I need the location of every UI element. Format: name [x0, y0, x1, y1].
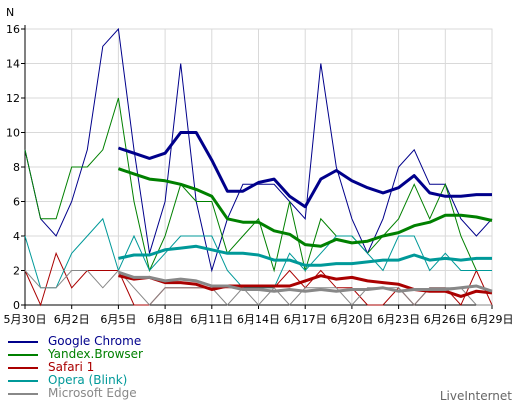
line-chart: 0 2 4 6 8 10 12 14 16 5月30日 6月2日 6月5日 6月8日 6月11日 6月14日… [4, 6, 514, 326]
x-tick-label: 6月14日 [237, 313, 280, 326]
x-tick-label: 6月8日 [147, 313, 183, 326]
y-tick-label: 12 [6, 92, 20, 105]
legend-label: Google Chrome [48, 334, 142, 348]
y-axis-label: N [6, 6, 14, 19]
legend-label: Safari 1 [48, 360, 95, 374]
x-tick-label: 5月30日 [4, 313, 47, 326]
legend-swatch [8, 392, 38, 395]
y-tick-label: 2 [13, 265, 20, 278]
axes: 0 2 4 6 8 10 12 14 16 5月30日 6月2日 6月5日 6月8日 6月11日 6月14日… [4, 23, 514, 326]
y-tick-label: 4 [13, 230, 20, 243]
x-tick-label: 6月23日 [377, 313, 420, 326]
x-tick-label: 6月17日 [284, 313, 327, 326]
legend-swatch [8, 366, 38, 369]
legend: Google Chrome Yandex.Browser Safari 1 Opera… [8, 335, 143, 400]
series-daily-line-1 [24, 97, 492, 273]
legend-item: Opera (Blink) [8, 374, 143, 387]
series-average-line-4 [117, 270, 493, 293]
legend-item: Yandex.Browser [8, 348, 143, 361]
legend-swatch [8, 379, 38, 382]
legend-label: Yandex.Browser [48, 347, 143, 361]
series-average-line-0 [117, 131, 492, 209]
x-tick-label: 6月5日 [100, 313, 136, 326]
series-daily-line-0 [24, 27, 493, 273]
legend-label: Opera (Blink) [48, 373, 128, 387]
x-tick-label: 6月26日 [424, 313, 467, 326]
series-lines [24, 27, 493, 307]
series-average-line-1 [117, 167, 493, 248]
series-daily-line-3 [24, 217, 492, 289]
legend-label: Microsoft Edge [48, 386, 137, 400]
x-tick-label: 6月20日 [330, 313, 373, 326]
legend-swatch [8, 340, 38, 343]
x-tick-label: 6月11日 [190, 313, 233, 326]
y-tick-label: 0 [13, 299, 20, 312]
series-daily-line-4 [24, 269, 492, 306]
brand-label: LiveInternet [439, 389, 512, 403]
y-tick-label: 14 [6, 58, 20, 71]
y-tick-label: 6 [13, 196, 20, 209]
series-average-line-3 [118, 244, 492, 267]
legend-item: Google Chrome [8, 335, 143, 348]
legend-item: Safari 1 [8, 361, 143, 374]
x-tick-label: 6月2日 [54, 313, 90, 326]
y-tick-label: 8 [13, 161, 20, 174]
legend-swatch [8, 353, 38, 356]
series-average-line-2 [118, 274, 493, 298]
y-tick-label: 10 [6, 127, 20, 140]
y-tick-label: 16 [6, 23, 20, 36]
legend-item: Microsoft Edge [8, 387, 143, 400]
x-tick-label: 6月29日 [471, 313, 514, 326]
